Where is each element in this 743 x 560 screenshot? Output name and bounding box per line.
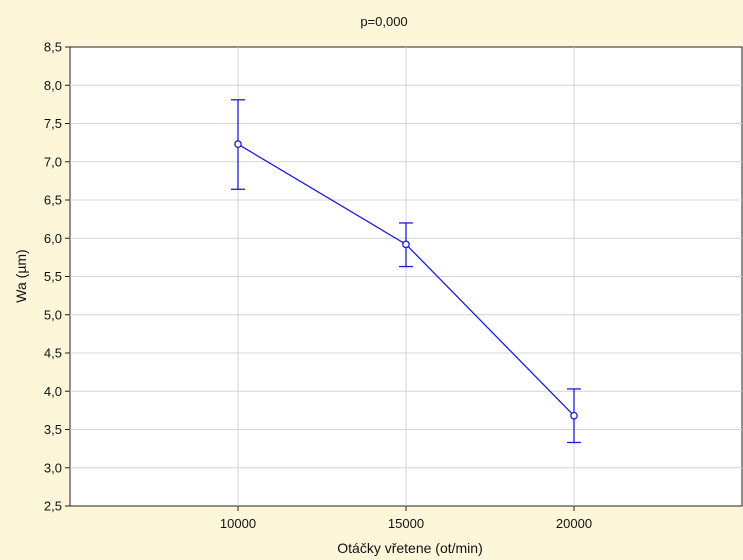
series-layer: [231, 99, 581, 444]
x-tick-label: 15000: [388, 516, 424, 531]
x-axis: 10000 15000 20000: [220, 506, 592, 531]
y-tick-label: 4,0: [44, 384, 62, 399]
x-axis-title: Otáčky vřetene (ot/min): [337, 540, 483, 556]
y-tick-label: 7,0: [44, 154, 62, 169]
y-tick-label: 6,0: [44, 231, 62, 246]
y-tick-label: 5,0: [44, 307, 62, 322]
y-tick-label: 7,5: [44, 116, 62, 131]
y-tick-label: 3,0: [44, 460, 62, 475]
chart-title: p=0,000: [360, 14, 407, 29]
x-tick-label: 10000: [220, 516, 256, 531]
y-tick-label: 5,5: [44, 269, 62, 284]
y-tick-label: 8,0: [44, 78, 62, 93]
x-tick-label: 20000: [556, 516, 592, 531]
data-point: [402, 240, 410, 249]
y-axis-title: Wa (µm): [13, 249, 29, 302]
y-tick-label: 4,5: [44, 346, 62, 361]
data-point: [234, 140, 242, 149]
data-point: [570, 411, 578, 420]
y-tick-label: 8,5: [44, 40, 62, 55]
y-axis: 2,5 3,0 3,5 4,0 4,5 5,0 5,5 6,0 6,5 7,0 7,5 8,0 8,5: [44, 40, 70, 514]
y-tick-label: 2,5: [44, 499, 62, 514]
y-tick-label: 6,5: [44, 193, 62, 208]
y-tick-label: 3,5: [44, 422, 62, 437]
